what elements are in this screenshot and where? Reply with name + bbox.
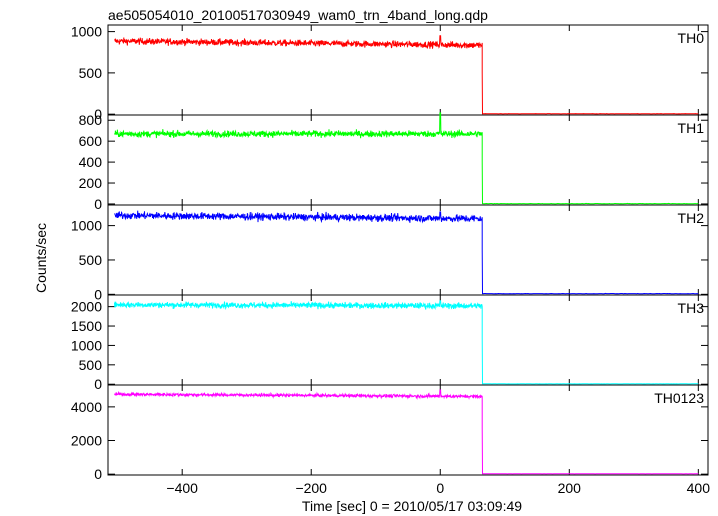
series-line-TH2 — [114, 210, 699, 295]
y-tick-label: 1000 — [71, 337, 102, 353]
y-tick-label: 0 — [94, 466, 102, 482]
panel-frame-TH0 — [107, 24, 709, 116]
x-tick-label: −400 — [166, 480, 198, 496]
y-tick-label: 500 — [79, 252, 103, 268]
series-label-TH0: TH0 — [678, 30, 705, 46]
y-tick-label: 500 — [79, 357, 103, 373]
panel-frame-TH0123 — [107, 384, 709, 476]
series-line-TH3 — [114, 300, 699, 385]
y-tick-label: 1000 — [71, 24, 102, 40]
y-axis-label: Counts/sec — [33, 223, 49, 293]
x-tick-label: 400 — [687, 480, 711, 496]
series-line-TH0 — [114, 35, 699, 115]
panel-frame-TH3 — [107, 294, 709, 386]
x-axis-label: Time [sec] 0 = 2010/05/17 03:09:49 — [302, 498, 522, 514]
series-label-TH3: TH3 — [678, 300, 705, 316]
y-tick-label: 600 — [79, 133, 103, 149]
series-line-TH0123 — [114, 389, 699, 475]
y-tick-label: 2000 — [71, 433, 102, 449]
y-tick-label: 400 — [79, 154, 103, 170]
chart-title: ae505054010_20100517030949_wam0_trn_4ban… — [108, 7, 488, 23]
panel-frame-TH1 — [107, 114, 709, 206]
x-tick-label: −200 — [295, 480, 327, 496]
y-tick-label: 0 — [94, 106, 102, 122]
y-tick-label: 0 — [94, 376, 102, 392]
y-tick-label: 1000 — [71, 218, 102, 234]
x-tick-label: 200 — [558, 480, 582, 496]
series-label-TH2: TH2 — [678, 210, 705, 226]
y-tick-label: 500 — [79, 65, 103, 81]
y-tick-label: 1500 — [71, 318, 102, 334]
y-tick-label: 800 — [79, 112, 103, 128]
y-tick-label: 0 — [94, 196, 102, 212]
series-line-TH1 — [114, 112, 699, 205]
y-tick-label: 2000 — [71, 299, 102, 315]
y-tick-label: 4000 — [71, 399, 102, 415]
y-tick-label: 200 — [79, 175, 103, 191]
panels: 0 500 1000 TH0 0 200 400 600 800 TH1 0 500 1000 TH2 0 5… — [71, 24, 710, 496]
y-tick-label: 0 — [94, 286, 102, 302]
x-tick-label: 0 — [436, 480, 444, 496]
series-label-TH0123: TH0123 — [654, 390, 704, 406]
series-label-TH1: TH1 — [678, 120, 705, 136]
